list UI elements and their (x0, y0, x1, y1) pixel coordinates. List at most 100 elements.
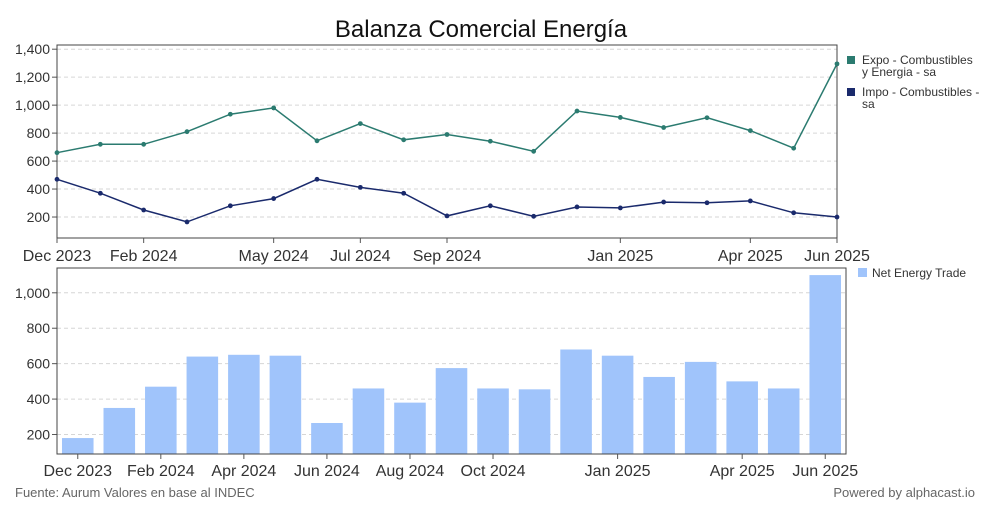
legend-swatch-net-energy-trade (858, 268, 867, 277)
series-2-point (227, 203, 233, 209)
bottom-plot-border (56, 267, 847, 455)
series-2-point (661, 199, 667, 205)
series-2-point (97, 190, 103, 196)
series-1-point (617, 115, 623, 120)
top-y-tick-label: 800 (27, 125, 51, 141)
bar-2025-01 (601, 355, 634, 454)
bar-2024-02 (145, 386, 177, 454)
bottom-y-tick-label: 400 (27, 391, 51, 407)
series-1-point (531, 148, 537, 154)
top-y-tick-label: 1,000 (15, 97, 50, 113)
series-1-point (747, 128, 753, 133)
legend-label-2: sa (862, 97, 875, 111)
series-2-point (314, 176, 320, 182)
series-1-point (357, 121, 363, 126)
top-x-tick-label: May 2024 (239, 248, 309, 265)
series-2-point (141, 207, 147, 213)
series-2-point (357, 184, 363, 190)
bottom-y-tick-label: 200 (27, 427, 51, 443)
series-1-point (704, 115, 710, 121)
series-1-point (401, 137, 407, 143)
bar-2025-03 (684, 361, 717, 454)
series-1-point (227, 111, 233, 117)
series-2-point (487, 203, 493, 209)
series-2-point (834, 214, 840, 220)
top-x-tick-label: Apr 2025 (718, 248, 783, 265)
top-x-tick-label: Sep 2024 (413, 248, 482, 265)
series-2-point (747, 198, 753, 204)
series-2-point (271, 196, 277, 201)
legend-swatch-1 (847, 56, 855, 64)
series-2-point (444, 213, 450, 219)
bar-2025-05 (767, 388, 800, 454)
bottom-y-tick-label: 800 (27, 320, 51, 336)
bar-2025-06 (809, 275, 842, 454)
series-1-point (487, 138, 493, 144)
series-2-point (54, 176, 60, 182)
bar-2024-12 (560, 349, 592, 454)
bar-2024-11 (518, 389, 551, 454)
top-y-tick-label: 200 (27, 209, 51, 225)
bar-2024-01 (103, 407, 136, 454)
top-line-chart: 200 400 600 800 1,000 1,200 1,400 Dec 2023 Feb 2… (15, 41, 979, 265)
bar-2024-09 (435, 368, 468, 454)
series-1-point (271, 105, 277, 111)
bar-2023-12 (61, 438, 94, 454)
top-y-tick-label: 600 (27, 153, 51, 169)
bottom-x-tick-label: Jun 2024 (294, 463, 360, 480)
top-y-tick-label: 400 (27, 181, 51, 197)
series-1-point (791, 145, 797, 151)
top-x-tick-label: Feb 2024 (110, 248, 178, 265)
top-plot-area (57, 45, 837, 238)
series-2-point (704, 200, 710, 206)
top-y-tick-label: 1,200 (15, 69, 50, 85)
source-note: Fuente: Aurum Valores en base al INDEC (15, 485, 255, 500)
legend-label-net-energy-trade: Net Energy Trade (872, 266, 966, 280)
bottom-x-tick-label: Apr 2025 (710, 463, 775, 480)
powered-by-note: Powered by alphacast.io (833, 485, 975, 500)
top-x-tick-label: Jul 2024 (330, 248, 391, 265)
bottom-x-tick-label: Dec 2023 (44, 463, 113, 480)
top-y-tick-label: 1,400 (15, 41, 50, 57)
bar-2025-04 (726, 381, 758, 454)
series-1-point (444, 132, 450, 137)
bottom-x-tick-label: Jun 2025 (792, 463, 858, 480)
bottom-y-tick-label: 600 (27, 356, 51, 372)
series-2-point (574, 204, 580, 210)
series-2-point (791, 210, 797, 216)
legend-label-1: Expo - Combustibles (862, 53, 973, 67)
bottom-y-tick-label: 1,000 (15, 285, 50, 301)
bottom-x-tick-label: Apr 2024 (211, 463, 276, 480)
series-1-point (661, 125, 667, 130)
series-2-point (401, 190, 407, 196)
legend-label-1: y Energia - sa (862, 65, 936, 79)
series-1-point (834, 61, 840, 67)
bottom-x-tick-label: Jan 2025 (585, 463, 651, 480)
bar-2024-05 (269, 355, 302, 454)
series-1-point (184, 129, 190, 135)
series-2-point (531, 213, 537, 219)
top-x-tick-label: Jan 2025 (587, 248, 653, 265)
series-1-point (54, 150, 60, 156)
bar-2024-08 (394, 402, 426, 454)
series-1-point (141, 141, 147, 147)
top-x-tick-label: Dec 2023 (23, 248, 92, 265)
bottom-x-tick-label: Feb 2024 (127, 463, 195, 480)
chart-title: Balanza Comercial Energía (335, 16, 628, 43)
bar-2024-06 (311, 423, 343, 454)
series-1-point (314, 138, 320, 144)
bar-2025-02 (643, 376, 675, 454)
top-x-tick-label: Jun 2025 (804, 248, 870, 265)
bottom-bar-chart: 200 400 600 800 1,000 Dec 2023 Feb 2024 Apr 202… (15, 266, 966, 480)
bar-2024-04 (228, 354, 260, 454)
series-1-point (574, 108, 580, 114)
series-2-point (184, 219, 190, 225)
legend-swatch-2 (847, 88, 855, 96)
bottom-x-tick-label: Oct 2024 (461, 463, 526, 480)
series-1-point (97, 141, 103, 147)
bar-2024-07 (352, 388, 385, 454)
bar-2024-03 (186, 356, 219, 454)
series-2-point (617, 205, 623, 211)
